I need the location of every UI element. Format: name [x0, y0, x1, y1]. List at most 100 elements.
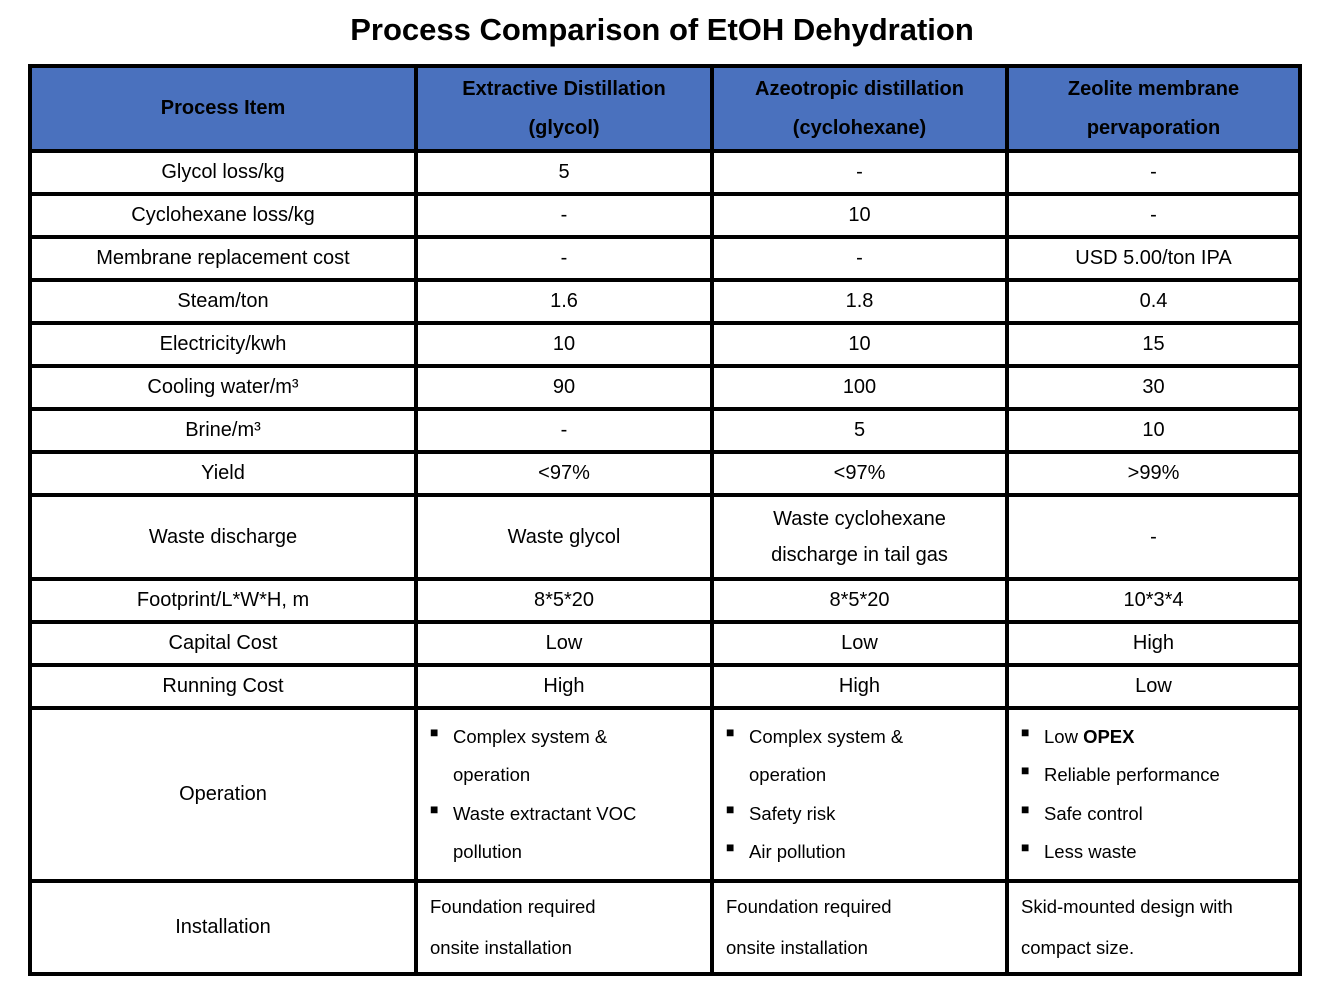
- installation-cell-zeolite: Skid-mounted design with compact size.: [1007, 881, 1300, 975]
- value-cell: 8*5*20: [712, 579, 1007, 622]
- bullet-item: ■ Safety risk: [726, 795, 964, 833]
- bullet-item: ■ Reliable performance: [1021, 756, 1259, 794]
- table-row-cyclohexane-loss: Cyclohexane loss/kg - 10 -: [30, 194, 1300, 237]
- value-cell: 0.4: [1007, 280, 1300, 323]
- table-row-operation: Operation ■ Complex system & operation ■ W…: [30, 708, 1300, 881]
- value-cell: -: [416, 237, 712, 280]
- bullet-item: ■ Safe control: [1021, 795, 1259, 833]
- value-cell: High: [712, 665, 1007, 708]
- header-line: pervaporation: [1086, 116, 1221, 139]
- bullet-item-text: Low OPEX: [1044, 726, 1135, 747]
- value-cell: -: [1007, 151, 1300, 194]
- install-line: onsite installation: [726, 936, 868, 958]
- value-cell: 15: [1007, 323, 1300, 366]
- install-line: Foundation required: [726, 896, 892, 917]
- column-header-zeolite-membrane: Zeolite membrane pervaporation: [1007, 66, 1300, 151]
- install-line: onsite installation: [430, 936, 572, 958]
- column-header-extractive-distillation: Extractive Distillation (glycol): [416, 66, 712, 151]
- value-text: Waste cyclohexane discharge in tail gas: [771, 508, 948, 566]
- bullet-square-icon: ■: [726, 838, 735, 855]
- column-header-azeotropic-distillation: Azeotropic distillation (cyclohexane): [712, 66, 1007, 151]
- bullet-square-icon: ■: [1021, 723, 1030, 740]
- header-line: (cyclohexane): [792, 116, 927, 139]
- row-label-cell: Yield: [30, 452, 416, 495]
- bullet-item-text: Safe control: [1044, 802, 1143, 824]
- installation-cell-azeotropic: Foundation required onsite installation: [712, 881, 1007, 975]
- bullet-item: ■ Waste extractant VOC pollution: [430, 795, 668, 872]
- value-cell: Low: [1007, 665, 1300, 708]
- row-label-cell: Membrane replacement cost: [30, 237, 416, 280]
- install-line: Foundation required: [430, 896, 596, 917]
- value-cell: High: [416, 665, 712, 708]
- value-cell: -: [416, 194, 712, 237]
- page-title: Process Comparison of EtOH Dehydration: [350, 12, 974, 47]
- value-cell: 10: [1007, 409, 1300, 452]
- value-cell: 10: [712, 194, 1007, 237]
- value-cell: -: [712, 237, 1007, 280]
- value-cell: 10*3*4: [1007, 579, 1300, 622]
- row-label-cell: Steam/ton: [30, 280, 416, 323]
- install-line: Skid-mounted design with: [1021, 896, 1233, 917]
- bullet-item-text: Complex system & operation: [749, 725, 904, 786]
- bullet-item: ■ Complex system & operation: [430, 718, 668, 795]
- value-cell: 100: [712, 366, 1007, 409]
- table-row-footprint: Footprint/L*W*H, m 8*5*20 8*5*20 10*3*4: [30, 579, 1300, 622]
- header-line: (glycol): [528, 116, 600, 139]
- row-label-cell: Running Cost: [30, 665, 416, 708]
- bullet-square-icon: ■: [1021, 800, 1030, 817]
- bullet-square-icon: ■: [1021, 838, 1030, 855]
- header-line: Zeolite membrane: [1067, 77, 1240, 100]
- bullet-item-text-pre: Low: [1044, 725, 1084, 747]
- value-cell: 5: [416, 151, 712, 194]
- value-cell: Low: [416, 622, 712, 665]
- table-row-steam: Steam/ton 1.6 1.8 0.4: [30, 280, 1300, 323]
- bullet-list: ■ Complex system & operation ■ Waste extra…: [430, 718, 702, 872]
- bullet-square-icon: ■: [430, 723, 439, 740]
- bullet-list: ■ Complex system & operation ■ Safety risk…: [726, 718, 997, 872]
- value-cell: High: [1007, 622, 1300, 665]
- value-cell: 8*5*20: [416, 579, 712, 622]
- table-row-cooling-water: Cooling water/m³ 90 100 30: [30, 366, 1300, 409]
- value-cell: -: [1007, 495, 1300, 579]
- table-row-membrane-replacement-cost: Membrane replacement cost - - USD 5.00/t…: [30, 237, 1300, 280]
- row-label-cell: Cooling water/m³: [30, 366, 416, 409]
- bullet-item-text: Safety risk: [749, 802, 836, 824]
- table-row-glycol-loss: Glycol loss/kg 5 - -: [30, 151, 1300, 194]
- table-row-electricity: Electricity/kwh 10 10 15: [30, 323, 1300, 366]
- value-cell: Waste glycol: [416, 495, 712, 579]
- value-cell: >99%: [1007, 452, 1300, 495]
- value-cell: -: [712, 151, 1007, 194]
- bullet-item-text: Reliable performance: [1044, 764, 1220, 786]
- bullet-item-text: Air pollution: [749, 840, 846, 862]
- table-row-installation: Installation Foundation required onsite …: [30, 881, 1300, 975]
- bullet-square-icon: ■: [726, 800, 735, 817]
- value-cell: <97%: [712, 452, 1007, 495]
- value-cell: 30: [1007, 366, 1300, 409]
- bullet-item-text: Less waste: [1044, 840, 1137, 862]
- value-cell: 10: [712, 323, 1007, 366]
- row-label-cell: Footprint/L*W*H, m: [30, 579, 416, 622]
- row-label-cell: Capital Cost: [30, 622, 416, 665]
- row-label-cell: Cyclohexane loss/kg: [30, 194, 416, 237]
- bullet-list: ■ Low OPEX ■ Reliable performance ■ Safe co…: [1021, 718, 1290, 872]
- bullet-square-icon: ■: [726, 723, 735, 740]
- value-cell: -: [1007, 194, 1300, 237]
- value-cell: 90: [416, 366, 712, 409]
- value-cell: 5: [712, 409, 1007, 452]
- operation-cell-extractive: ■ Complex system & operation ■ Waste extra…: [416, 708, 712, 881]
- table-row-brine: Brine/m³ - 5 10: [30, 409, 1300, 452]
- row-label-cell: Brine/m³: [30, 409, 416, 452]
- header-line: Azeotropic distillation: [755, 77, 964, 100]
- bullet-item-text-bold: OPEX: [1083, 725, 1135, 747]
- value-cell: 10: [416, 323, 712, 366]
- bullet-square-icon: ■: [430, 800, 439, 817]
- install-line: compact size.: [1021, 936, 1135, 958]
- operation-cell-zeolite: ■ Low OPEX ■ Reliable performance ■ Safe co…: [1007, 708, 1300, 881]
- bullet-item-text: Complex system & operation: [453, 725, 608, 786]
- header-row: Process Item Extractive Distillation (gl…: [30, 66, 1300, 151]
- value-cell: Waste cyclohexane discharge in tail gas: [712, 495, 1007, 579]
- column-header-process-item: Process Item: [30, 66, 416, 151]
- bullet-item: ■ Low OPEX: [1021, 718, 1259, 756]
- row-label-cell: Installation: [30, 881, 416, 975]
- header-line: Extractive Distillation: [462, 77, 666, 100]
